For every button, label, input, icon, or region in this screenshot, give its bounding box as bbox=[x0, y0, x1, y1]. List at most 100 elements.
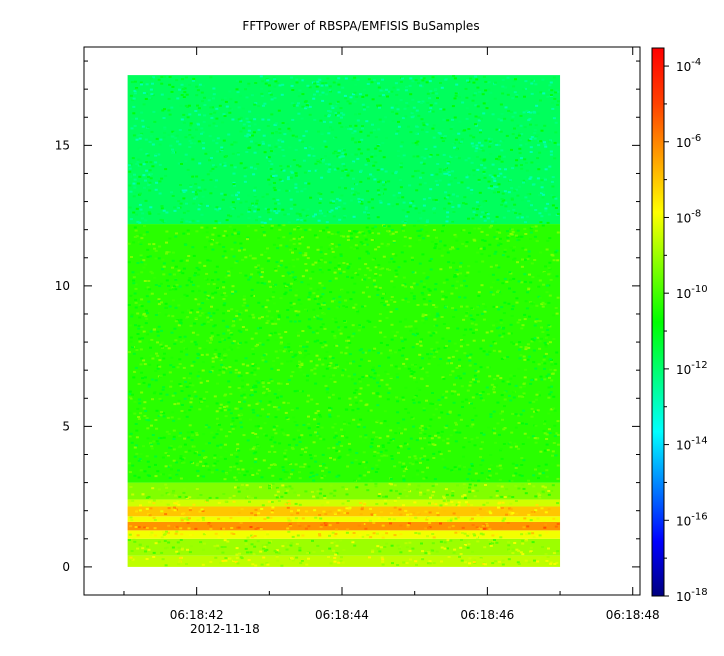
heatmap-cell bbox=[550, 180, 554, 183]
heatmap-cell bbox=[159, 500, 163, 503]
heatmap-cell bbox=[367, 360, 371, 362]
heatmap-cell bbox=[505, 488, 509, 491]
heatmap-cell bbox=[206, 465, 210, 468]
heatmap-cell bbox=[543, 355, 547, 358]
heatmap-cell bbox=[200, 323, 204, 326]
heatmap-cell bbox=[339, 332, 343, 335]
heatmap-cell bbox=[210, 338, 213, 341]
heatmap-cell bbox=[483, 563, 487, 566]
heatmap-cell bbox=[267, 156, 271, 159]
heatmap-cell bbox=[371, 366, 375, 369]
heatmap-cell bbox=[524, 348, 528, 351]
heatmap-cell bbox=[520, 474, 524, 477]
heatmap-cell bbox=[205, 405, 209, 408]
heatmap-cell bbox=[355, 95, 359, 98]
heatmap-cell bbox=[530, 340, 534, 343]
heatmap-cell bbox=[503, 176, 507, 179]
heatmap-cell bbox=[161, 109, 165, 112]
heatmap-cell bbox=[275, 406, 279, 409]
heatmap-cell bbox=[405, 219, 409, 222]
heatmap-cell bbox=[530, 510, 534, 513]
heatmap-cell bbox=[422, 477, 426, 480]
heatmap-cell bbox=[532, 536, 536, 539]
heatmap-cell bbox=[280, 168, 284, 171]
heatmap-cell bbox=[199, 397, 203, 400]
heatmap-cell bbox=[389, 522, 392, 525]
heatmap-cell bbox=[440, 411, 444, 414]
heatmap-cell bbox=[491, 273, 495, 276]
heatmap-cell bbox=[194, 298, 198, 301]
heatmap-cell bbox=[177, 446, 181, 449]
heatmap-cell bbox=[545, 291, 549, 294]
heatmap-cell bbox=[411, 346, 415, 349]
heatmap-cell bbox=[209, 192, 213, 195]
heatmap-cell bbox=[274, 432, 278, 435]
heatmap-cell bbox=[140, 325, 144, 328]
heatmap-cell bbox=[302, 373, 306, 376]
heatmap-cell bbox=[315, 473, 319, 476]
heatmap-cell bbox=[251, 447, 255, 450]
heatmap-cell bbox=[260, 225, 264, 228]
heatmap-cell bbox=[343, 320, 346, 322]
heatmap-cell bbox=[514, 472, 518, 475]
heatmap-cell bbox=[397, 547, 401, 550]
heatmap-cell bbox=[445, 390, 449, 393]
heatmap-cell bbox=[355, 486, 359, 489]
heatmap-cell bbox=[293, 491, 297, 494]
heatmap-cell bbox=[274, 174, 278, 177]
heatmap-cell bbox=[154, 249, 158, 252]
heatmap-cell bbox=[191, 246, 195, 249]
heatmap-cell bbox=[492, 388, 496, 391]
heatmap-cell bbox=[235, 315, 239, 317]
heatmap-cell bbox=[177, 200, 181, 203]
heatmap-cell bbox=[523, 432, 527, 435]
heatmap-cell bbox=[456, 327, 460, 330]
heatmap-cell bbox=[161, 558, 165, 561]
heatmap-cell bbox=[402, 470, 406, 473]
heatmap-cell bbox=[477, 291, 481, 294]
heatmap-cell bbox=[341, 152, 345, 155]
heatmap-cell bbox=[468, 468, 472, 471]
heatmap-cell bbox=[215, 179, 218, 182]
heatmap-cell bbox=[328, 89, 332, 92]
heatmap-cell bbox=[336, 167, 340, 170]
heatmap-cell bbox=[537, 285, 541, 288]
heatmap-cell bbox=[432, 536, 436, 539]
heatmap-cell bbox=[230, 333, 234, 336]
heatmap-cell bbox=[381, 533, 385, 536]
heatmap-cell bbox=[460, 305, 463, 308]
heatmap-cell bbox=[332, 297, 336, 300]
heatmap-cell bbox=[531, 183, 535, 186]
heatmap-cell bbox=[254, 496, 258, 499]
heatmap-cell bbox=[432, 356, 436, 358]
heatmap-cell bbox=[380, 153, 384, 156]
heatmap-cell bbox=[534, 410, 538, 413]
heatmap-cell bbox=[488, 137, 491, 140]
heatmap-cell bbox=[258, 317, 261, 320]
heatmap-cell bbox=[527, 200, 531, 203]
heatmap-cell bbox=[357, 141, 361, 143]
heatmap-cell bbox=[213, 324, 217, 327]
heatmap-cell bbox=[475, 201, 479, 204]
heatmap-cell bbox=[459, 262, 463, 265]
heatmap-cell bbox=[244, 309, 248, 312]
heatmap-cell bbox=[480, 516, 484, 519]
heatmap-cell bbox=[396, 446, 400, 449]
heatmap-cell bbox=[222, 286, 226, 289]
heatmap-cell bbox=[165, 530, 168, 533]
heatmap-cell bbox=[548, 376, 551, 379]
heatmap-cell bbox=[206, 259, 210, 262]
heatmap-cell bbox=[257, 128, 261, 131]
heatmap-cell bbox=[378, 199, 382, 202]
heatmap-cell bbox=[249, 134, 253, 137]
heatmap-cell bbox=[377, 385, 381, 388]
heatmap-cell bbox=[145, 496, 149, 499]
heatmap-cell bbox=[330, 541, 334, 544]
heatmap-cell bbox=[276, 396, 279, 399]
heatmap-cell bbox=[312, 292, 316, 295]
heatmap-cell bbox=[516, 561, 520, 564]
heatmap-cell bbox=[279, 165, 283, 167]
heatmap-cell bbox=[546, 202, 550, 205]
heatmap-cell bbox=[405, 358, 409, 361]
heatmap-cell bbox=[351, 271, 355, 274]
